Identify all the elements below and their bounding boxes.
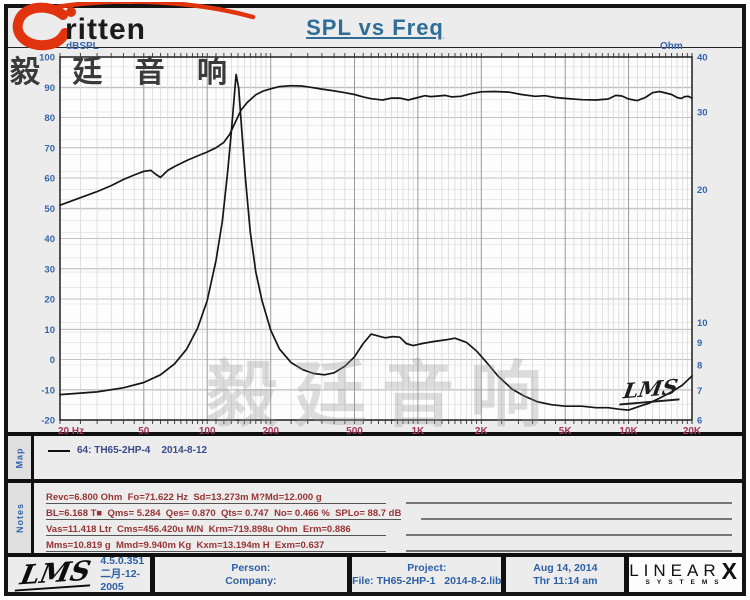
map-section-header: Map (8, 436, 34, 479)
notes-section: Notes Revc=6.800 Ohm Fo=71.622 Hz Sd=13.… (8, 483, 742, 553)
svg-text:8: 8 (697, 361, 702, 372)
svg-text:20 Hz: 20 Hz (58, 426, 84, 437)
svg-text:100: 100 (199, 426, 216, 437)
version-number: 4.5.0.351 (100, 555, 145, 567)
report-date: Aug 14, 2014 (533, 561, 598, 574)
company-label: Company: (225, 574, 277, 587)
notes-lines: Revc=6.800 Ohm Fo=71.622 Hz Sd=13.273m M… (34, 483, 742, 553)
linearx-x-mark: X (721, 557, 742, 584)
report-time: Thr 11:14 am (533, 574, 598, 587)
svg-text:1K: 1K (412, 426, 426, 437)
note-text-parameters-3: Vas=11.418 Ltr Cms=456.420u M/N Krm=719.… (46, 524, 386, 536)
map-section: Map 64: TH65-2HP-4 2014-8-12 (8, 436, 742, 479)
left-axis-unit-label: dBSPL (66, 41, 99, 52)
notes-section-header: Notes (8, 483, 34, 553)
svg-text:50: 50 (138, 426, 150, 437)
svg-text:7: 7 (697, 386, 702, 397)
svg-text:200: 200 (262, 426, 279, 437)
frequency-response-chart-area: dBSPL Ohm 100 90 80 70 60 50 40 30 20 10 0 -10 -20 40… (8, 41, 742, 438)
svg-text:9: 9 (697, 338, 702, 349)
svg-text:0: 0 (50, 355, 55, 366)
svg-text:100: 100 (39, 53, 55, 64)
file-name: File: TH65-2HP-1 2014-8-2.lib (352, 574, 502, 587)
note-rule (421, 508, 732, 520)
report-frame: SPL vs Freq dBSPL Ohm 100 90 80 70 60 50 40 30 2… (4, 4, 746, 596)
svg-text:20K: 20K (683, 426, 702, 437)
svg-text:50: 50 (44, 204, 55, 215)
svg-text:10: 10 (697, 318, 708, 329)
svg-text:70: 70 (44, 143, 55, 154)
svg-text:40: 40 (44, 234, 55, 245)
svg-text:10K: 10K (619, 426, 638, 437)
linearx-systems-label: SYSTEMS (645, 578, 726, 586)
linearx-logo-cell: LINEAR X SYSTEMS (629, 557, 742, 592)
svg-text:5K: 5K (559, 426, 573, 437)
lms-watermark-logo: LMS (619, 373, 684, 406)
footer-divider (347, 557, 353, 592)
linearx-logo: LINEAR X (629, 557, 742, 584)
svg-text:20: 20 (44, 295, 55, 306)
svg-text:-20: -20 (41, 416, 55, 427)
person-label: Person: (231, 561, 271, 574)
title-bar: SPL vs Freq (8, 8, 742, 48)
note-line: BL=6.168 T■ Qms= 5.284 Qes= 0.870 Qts= 0… (46, 504, 736, 520)
project-file-cell: Project: File: TH65-2HP-1 2014-8-2.lib (352, 557, 502, 592)
note-line: Revc=6.800 Ohm Fo=71.622 Hz Sd=13.273m M… (46, 488, 736, 504)
footer-divider (501, 557, 507, 592)
svg-text:40: 40 (697, 53, 708, 64)
datetime-cell: Aug 14, 2014 Thr 11:14 am (506, 557, 625, 592)
version-date: 二月-12-2005 (100, 568, 141, 593)
svg-text:30: 30 (697, 108, 708, 119)
note-text-parameters-2: BL=6.168 T■ Qms= 5.284 Qes= 0.870 Qts= 0… (46, 508, 402, 520)
right-axis-unit-label: Ohm (660, 41, 683, 52)
note-rule (406, 492, 732, 504)
page-title: SPL vs Freq (306, 14, 444, 40)
note-rule (406, 540, 732, 552)
note-text-parameters-1: Revc=6.800 Ohm Fo=71.622 Hz Sd=13.273m M… (46, 492, 386, 504)
note-line: Mms=10.819 g Mmd=9.940m Kg Kxm=13.194m H… (46, 536, 736, 552)
status-footer: LMS 4.5.0.351 二月-12-2005 Person: Company… (8, 555, 742, 593)
svg-text:500: 500 (346, 426, 363, 437)
svg-text:2K: 2K (475, 426, 489, 437)
svg-text:90: 90 (44, 83, 55, 94)
map-legend-area: 64: TH65-2HP-4 2014-8-12 (34, 436, 742, 479)
svg-text:80: 80 (44, 113, 55, 124)
section-divider (8, 553, 742, 557)
legend-line-sample-icon (48, 450, 70, 452)
svg-text:-10: -10 (41, 385, 55, 396)
svg-text:6: 6 (697, 416, 702, 427)
svg-text:10: 10 (44, 325, 55, 336)
lms-logo: LMS (14, 555, 96, 592)
footer-divider (149, 557, 155, 592)
section-divider (8, 432, 742, 436)
note-line: Vas=11.418 Ltr Cms=456.420u M/N Krm=719.… (46, 520, 736, 536)
map-label: Map (14, 447, 25, 468)
svg-text:30: 30 (44, 264, 55, 275)
spl-chart: 1009080706050403020100-10-20403020109876… (39, 53, 708, 438)
section-divider (8, 479, 742, 483)
note-rule (406, 524, 732, 536)
project-label: Project: (407, 561, 447, 574)
footer-divider (624, 557, 630, 592)
notes-label: Notes (14, 502, 25, 534)
person-company-cell: Person: Company: (154, 557, 348, 592)
version-cell: LMS 4.5.0.351 二月-12-2005 (8, 555, 150, 593)
svg-text:60: 60 (44, 174, 55, 185)
note-text-parameters-4: Mms=10.819 g Mmd=9.940m Kg Kxm=13.194m H… (46, 540, 386, 552)
svg-text:20: 20 (697, 185, 708, 196)
legend-entry: 64: TH65-2HP-4 2014-8-12 (77, 445, 208, 456)
